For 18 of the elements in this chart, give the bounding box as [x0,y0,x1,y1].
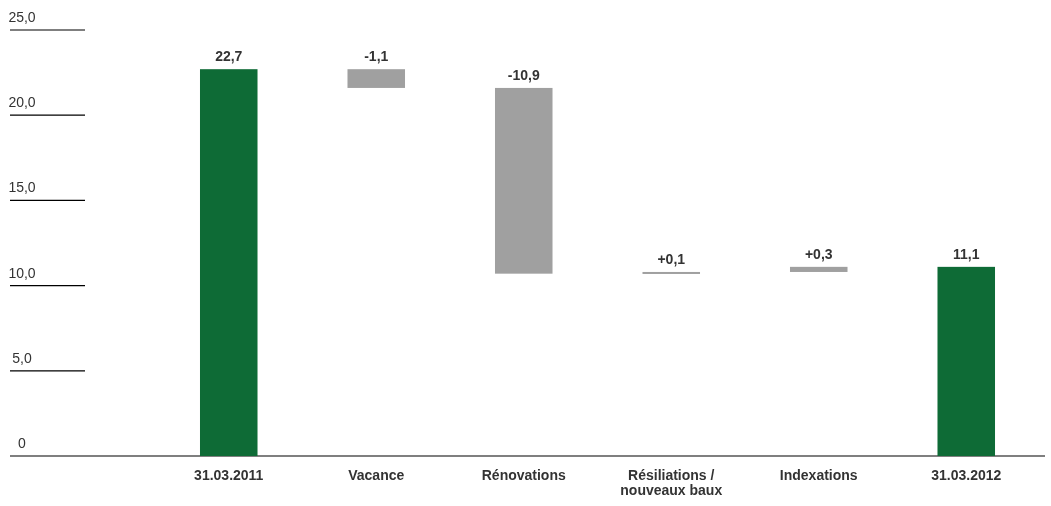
x-tick-label: Indexations [779,467,858,483]
data-label: 11,1 [953,245,980,262]
x-tick-label: Rénovations [481,467,566,483]
y-tick-label: 0 [18,435,27,451]
y-tick-label: 15,0 [8,179,36,196]
x-tick-label: 31.03.2012 [931,467,1002,483]
y-tick-label: 10,0 [8,264,36,281]
x-tick-label: Résiliations / nouveaux baux [620,467,723,498]
data-label: -1,1 [364,48,389,65]
y-tick-label: 5,0 [12,349,32,366]
data-label: 22,7 [215,48,243,65]
y-tick-label: 20,0 [8,94,36,111]
data-label: +0,1 [657,250,686,267]
x-tick-label: Vacance [348,467,405,483]
y-tick-label: 25,0 [8,9,36,25]
data-label: +0,3 [804,245,833,262]
x-tick-label: 31.03.2011 [194,467,264,483]
data-label: -10,9 [507,66,540,83]
